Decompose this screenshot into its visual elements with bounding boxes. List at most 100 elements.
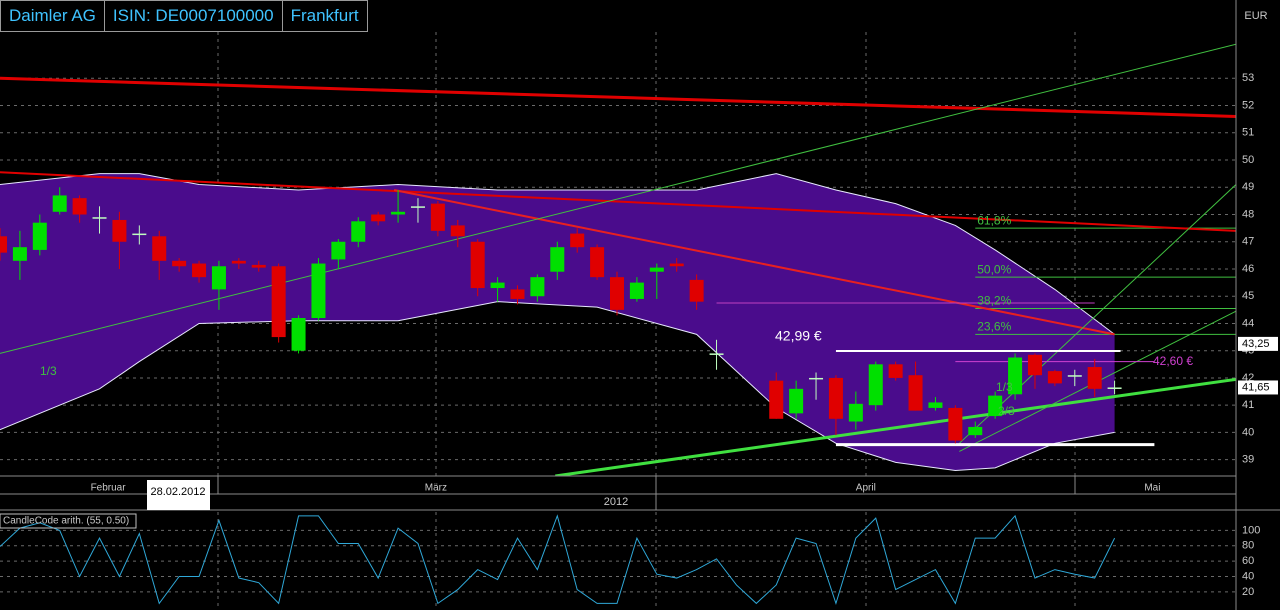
y-tick-label: 49 bbox=[1242, 181, 1254, 193]
candle-body bbox=[570, 233, 585, 248]
annotation: 1/3 bbox=[40, 364, 57, 378]
cursor-date-box bbox=[147, 480, 210, 510]
currency-label: EUR bbox=[1244, 10, 1267, 22]
trend-line bbox=[0, 43, 1236, 354]
candle-body bbox=[470, 241, 485, 289]
candle-body bbox=[172, 260, 187, 267]
instrument-name: Daimler AG bbox=[0, 0, 105, 32]
price-panel bbox=[0, 43, 1236, 476]
candle-body bbox=[291, 318, 306, 351]
candle-body bbox=[809, 377, 824, 380]
candle-body bbox=[908, 375, 923, 411]
candle-body bbox=[251, 264, 266, 268]
y-tick-label: 100 bbox=[1242, 524, 1260, 536]
annotation: 42,60 € bbox=[1153, 354, 1193, 368]
y-tick-label: 51 bbox=[1242, 127, 1254, 139]
y-tick-label: 40 bbox=[1242, 426, 1254, 438]
candle-body bbox=[868, 364, 883, 406]
band-lower bbox=[0, 301, 1115, 472]
cursor-date: 28.02.2012 bbox=[150, 486, 205, 498]
fib-label: 38,2% bbox=[977, 294, 1011, 308]
candle-body bbox=[888, 364, 903, 378]
x-tick-label: März bbox=[425, 483, 447, 494]
indicator-line bbox=[0, 514, 1116, 606]
candle-body bbox=[0, 236, 7, 253]
candle-body bbox=[1067, 375, 1082, 377]
candle-body bbox=[649, 267, 664, 272]
candle-body bbox=[550, 247, 565, 272]
candle-body bbox=[948, 407, 963, 441]
candle-body bbox=[152, 236, 167, 261]
candle-body bbox=[12, 247, 27, 261]
y-tick-label: 46 bbox=[1242, 263, 1254, 275]
candle-body bbox=[211, 266, 226, 290]
candle-body bbox=[590, 247, 605, 278]
trend-line bbox=[0, 171, 1236, 232]
candle-body bbox=[1027, 354, 1042, 376]
price-marker bbox=[1238, 380, 1278, 395]
candle-body bbox=[709, 353, 724, 355]
candle-body bbox=[490, 282, 505, 289]
x-tick-label: April bbox=[856, 483, 876, 494]
x-tick-label: Februar bbox=[91, 483, 127, 494]
y-tick-label: 20 bbox=[1242, 586, 1254, 598]
candle-body bbox=[988, 395, 1003, 417]
candle-body bbox=[629, 282, 644, 299]
exchange: Frankfurt bbox=[281, 0, 368, 32]
header: Daimler AG ISIN: DE0007100000 Frankfurt bbox=[0, 0, 368, 32]
candle-body bbox=[510, 289, 525, 299]
candle-body bbox=[311, 263, 326, 319]
candle-body bbox=[271, 266, 286, 338]
trend-line bbox=[393, 189, 1115, 336]
candle-body bbox=[789, 388, 804, 414]
candle-body bbox=[231, 260, 246, 264]
trend-line bbox=[0, 76, 1236, 118]
candle-body bbox=[132, 233, 147, 236]
candle-body bbox=[769, 380, 784, 419]
band-area bbox=[0, 173, 1115, 471]
candle-body bbox=[430, 203, 445, 231]
annotation: 1/3 bbox=[996, 380, 1013, 394]
candle-body bbox=[530, 277, 545, 297]
indicator-label: CandleCode arith. (55, 0.50) bbox=[3, 516, 129, 527]
candle-body bbox=[848, 403, 863, 422]
y-tick-label: 47 bbox=[1242, 236, 1254, 248]
candle-body bbox=[450, 225, 465, 237]
candle-body bbox=[32, 222, 47, 250]
candle-body bbox=[351, 221, 366, 242]
candle-body bbox=[391, 211, 406, 215]
y-tick-label: 53 bbox=[1242, 72, 1254, 84]
oscillator-panel bbox=[0, 514, 1236, 606]
price-marker bbox=[1238, 336, 1278, 351]
candle-body bbox=[928, 402, 943, 408]
y-tick-label: 40 bbox=[1242, 570, 1254, 582]
candle-body bbox=[689, 279, 704, 302]
year-label: 2012 bbox=[604, 496, 628, 508]
candle-body bbox=[92, 217, 107, 219]
candle-body bbox=[1087, 367, 1102, 389]
fib-label: 61,8% bbox=[977, 213, 1011, 227]
annotation: 42,99 € bbox=[775, 328, 822, 344]
y-tick-label: 39 bbox=[1242, 454, 1254, 466]
candle-body bbox=[371, 214, 386, 222]
candle-body bbox=[828, 377, 843, 419]
y-tick-label: 45 bbox=[1242, 290, 1254, 302]
y-tick-label: 60 bbox=[1242, 555, 1254, 567]
y-tick-label: 41 bbox=[1242, 399, 1254, 411]
candle-body bbox=[112, 219, 127, 242]
candle-body bbox=[1107, 387, 1122, 389]
annotation: 2/3 bbox=[998, 404, 1015, 418]
y-tick-label: 50 bbox=[1242, 154, 1254, 166]
y-tick-label: 44 bbox=[1242, 317, 1254, 329]
trend-line bbox=[555, 377, 1236, 476]
candle-body bbox=[410, 206, 425, 208]
trend-line bbox=[959, 184, 1236, 444]
candle-body bbox=[192, 263, 207, 278]
y-tick-label: 80 bbox=[1242, 540, 1254, 552]
fib-label: 23,6% bbox=[977, 320, 1011, 334]
price-marker-label: 43,25 bbox=[1242, 338, 1270, 350]
candle-body bbox=[610, 277, 625, 310]
y-tick-label: 48 bbox=[1242, 208, 1254, 220]
